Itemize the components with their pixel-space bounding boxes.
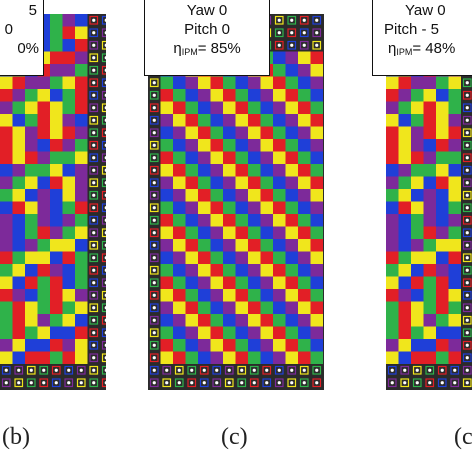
ipm-subscript-d: IPM [396, 47, 413, 57]
pitch-value-c: Pitch 0 [184, 21, 230, 38]
ipm-subscript-c: IPM [181, 47, 198, 57]
caption-d: (c [454, 424, 472, 450]
caption-b: (b) [2, 424, 30, 450]
yaw-value-c: Yaw 0 [186, 2, 228, 19]
efficiency-value-c: ηIPM= 85% [145, 39, 269, 62]
panel-d: Yaw 0 Pitch - 5 ηIPM= 48% (c [370, 0, 472, 472]
efficiency-value-b: 0% [17, 40, 39, 57]
panel-b: 5 0 0% (b) [0, 0, 130, 472]
yaw-value-d: Yaw 0 [405, 2, 446, 19]
eta-symbol-c: η [173, 40, 182, 57]
panel-c: Yaw 0 Pitch 0 ηIPM= 85% (c) [140, 0, 340, 472]
efficiency-number-d: = 48% [412, 40, 456, 57]
label-box-d: Yaw 0 Pitch - 5 ηIPM= 48% [372, 0, 472, 76]
label-box-c: Yaw 0 Pitch 0 ηIPM= 85% [144, 0, 270, 76]
label-box-b: 5 0 0% [0, 0, 44, 76]
eta-symbol-d: η [388, 40, 397, 57]
efficiency-value-d: ηIPM= 48% [373, 39, 472, 62]
efficiency-number-c: = 85% [197, 40, 241, 57]
yaw-value-b: 5 [28, 2, 37, 19]
pitch-value-d: Pitch - 5 [384, 21, 440, 38]
pitch-value-b: 0 [4, 21, 13, 38]
caption-c: (c) [221, 424, 248, 450]
checkerboard-pattern-c [148, 14, 324, 390]
